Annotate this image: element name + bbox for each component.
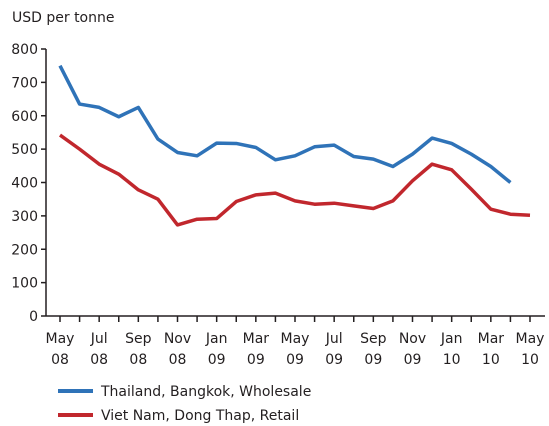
x-tick-label: Mar 10 [478, 331, 505, 368]
y-tick-label: 0 [29, 309, 38, 325]
y-tick-label: 500 [11, 142, 38, 158]
x-tick-label: May 08 [46, 331, 75, 368]
x-tick-label: Sep 09 [360, 331, 387, 368]
x-tick-label: Jan 10 [440, 331, 463, 368]
x-tick-label: Nov 09 [399, 331, 426, 368]
x-tick-label: Nov 08 [164, 331, 191, 368]
x-tick-label: May 10 [516, 331, 545, 368]
y-tick-label: 400 [11, 176, 38, 192]
x-tick-label: Jan 09 [205, 331, 228, 368]
x-tick-label: May 09 [281, 331, 310, 368]
x-tick-label: Jul 08 [90, 331, 108, 368]
y-tick-label: 600 [11, 109, 38, 125]
legend-label: Thailand, Bangkok, Wholesale [100, 384, 311, 400]
y-tick-label: 100 [11, 276, 38, 292]
y-tick-label: 800 [11, 42, 38, 58]
x-tick-label: Mar 09 [243, 331, 270, 368]
y-tick-label: 700 [11, 75, 38, 91]
line-series [58, 133, 531, 227]
y-tick-label: 200 [11, 242, 38, 258]
y-axis-label: USD per tonne [12, 10, 114, 26]
x-tick-label: Sep 08 [125, 331, 152, 368]
x-tick-label: Jul 09 [325, 331, 343, 368]
y-tick-label: 300 [11, 209, 38, 225]
legend-label: Viet Nam, Dong Thap, Retail [101, 408, 299, 424]
line-series [58, 64, 512, 184]
